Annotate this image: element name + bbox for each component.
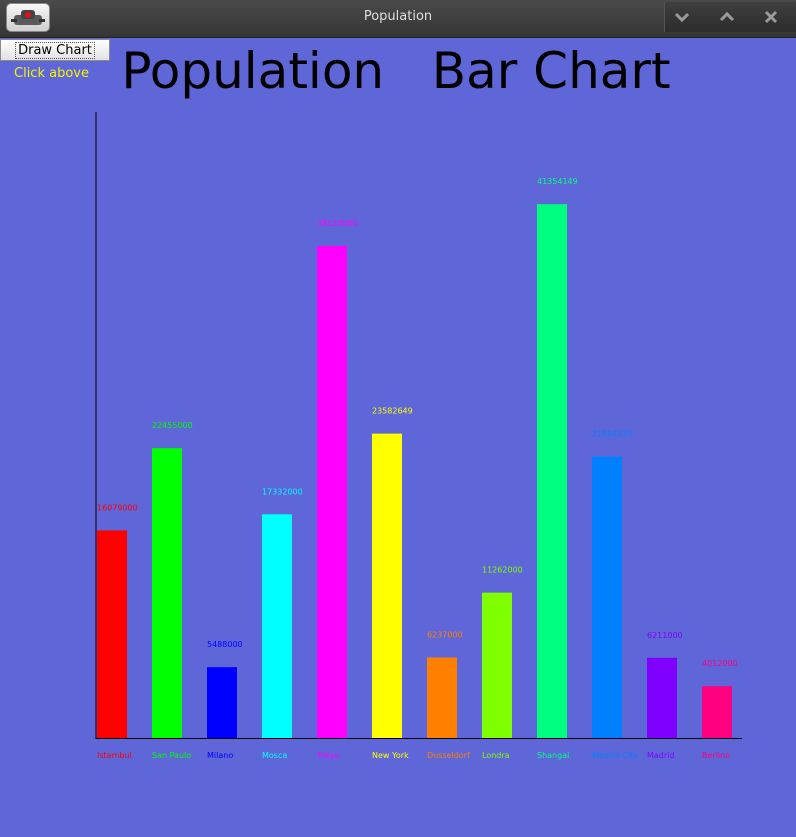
bar-8 bbox=[537, 204, 567, 739]
draw-chart-button[interactable]: Draw Chart bbox=[0, 39, 110, 61]
bar-10 bbox=[647, 657, 677, 738]
bar-5 bbox=[372, 433, 402, 738]
value-label-11: 4012000 bbox=[702, 659, 738, 668]
category-label-4: Tokyo bbox=[316, 751, 340, 760]
close-icon bbox=[764, 10, 778, 24]
value-label-1: 22455000 bbox=[152, 421, 193, 430]
bar-9 bbox=[592, 456, 622, 738]
category-label-11: Berlino bbox=[702, 751, 730, 760]
value-label-7: 11262000 bbox=[482, 566, 523, 575]
bar-7 bbox=[482, 592, 512, 738]
value-label-8: 41354149 bbox=[537, 177, 578, 186]
bar-3 bbox=[262, 514, 292, 738]
value-label-4: 38120000 bbox=[317, 219, 358, 228]
category-label-6: Dusseldorf bbox=[427, 751, 470, 760]
chevron-up-icon bbox=[719, 11, 735, 22]
category-label-9: Mexico City bbox=[592, 751, 638, 760]
category-label-5: New York bbox=[372, 751, 409, 760]
robot-icon-graphic bbox=[11, 10, 45, 25]
maximize-button[interactable] bbox=[707, 3, 747, 31]
category-label-0: Istambul bbox=[97, 751, 132, 760]
bar-0 bbox=[97, 530, 127, 738]
value-label-10: 6211000 bbox=[647, 631, 683, 640]
click-hint: Click above bbox=[14, 66, 89, 81]
category-label-10: Madrid bbox=[647, 751, 674, 760]
minimize-button[interactable] bbox=[662, 3, 702, 31]
category-label-7: Londra bbox=[482, 751, 510, 760]
value-label-2: 5488000 bbox=[207, 640, 243, 649]
bar-4 bbox=[317, 245, 347, 738]
category-label-8: Shangai bbox=[537, 751, 569, 760]
value-label-5: 23582649 bbox=[372, 407, 413, 416]
bar-2 bbox=[207, 667, 237, 738]
category-label-1: San Paulo bbox=[152, 751, 191, 760]
bar-11 bbox=[702, 686, 732, 738]
value-label-3: 17332000 bbox=[262, 487, 303, 496]
close-button[interactable] bbox=[751, 3, 791, 31]
value-label-0: 16079000 bbox=[97, 503, 138, 512]
draw-chart-label: Draw Chart bbox=[15, 41, 95, 59]
bar-1 bbox=[152, 448, 182, 738]
value-label-9: 21804535 bbox=[592, 430, 633, 439]
chart-title: Population Bar Chart bbox=[121, 42, 671, 100]
category-label-2: Milano bbox=[207, 751, 233, 760]
robot-app-icon[interactable] bbox=[6, 3, 50, 32]
bar-6 bbox=[427, 657, 457, 738]
value-label-6: 6237000 bbox=[427, 630, 463, 639]
chevron-down-icon bbox=[674, 12, 690, 23]
category-label-3: Mosca bbox=[262, 751, 287, 760]
